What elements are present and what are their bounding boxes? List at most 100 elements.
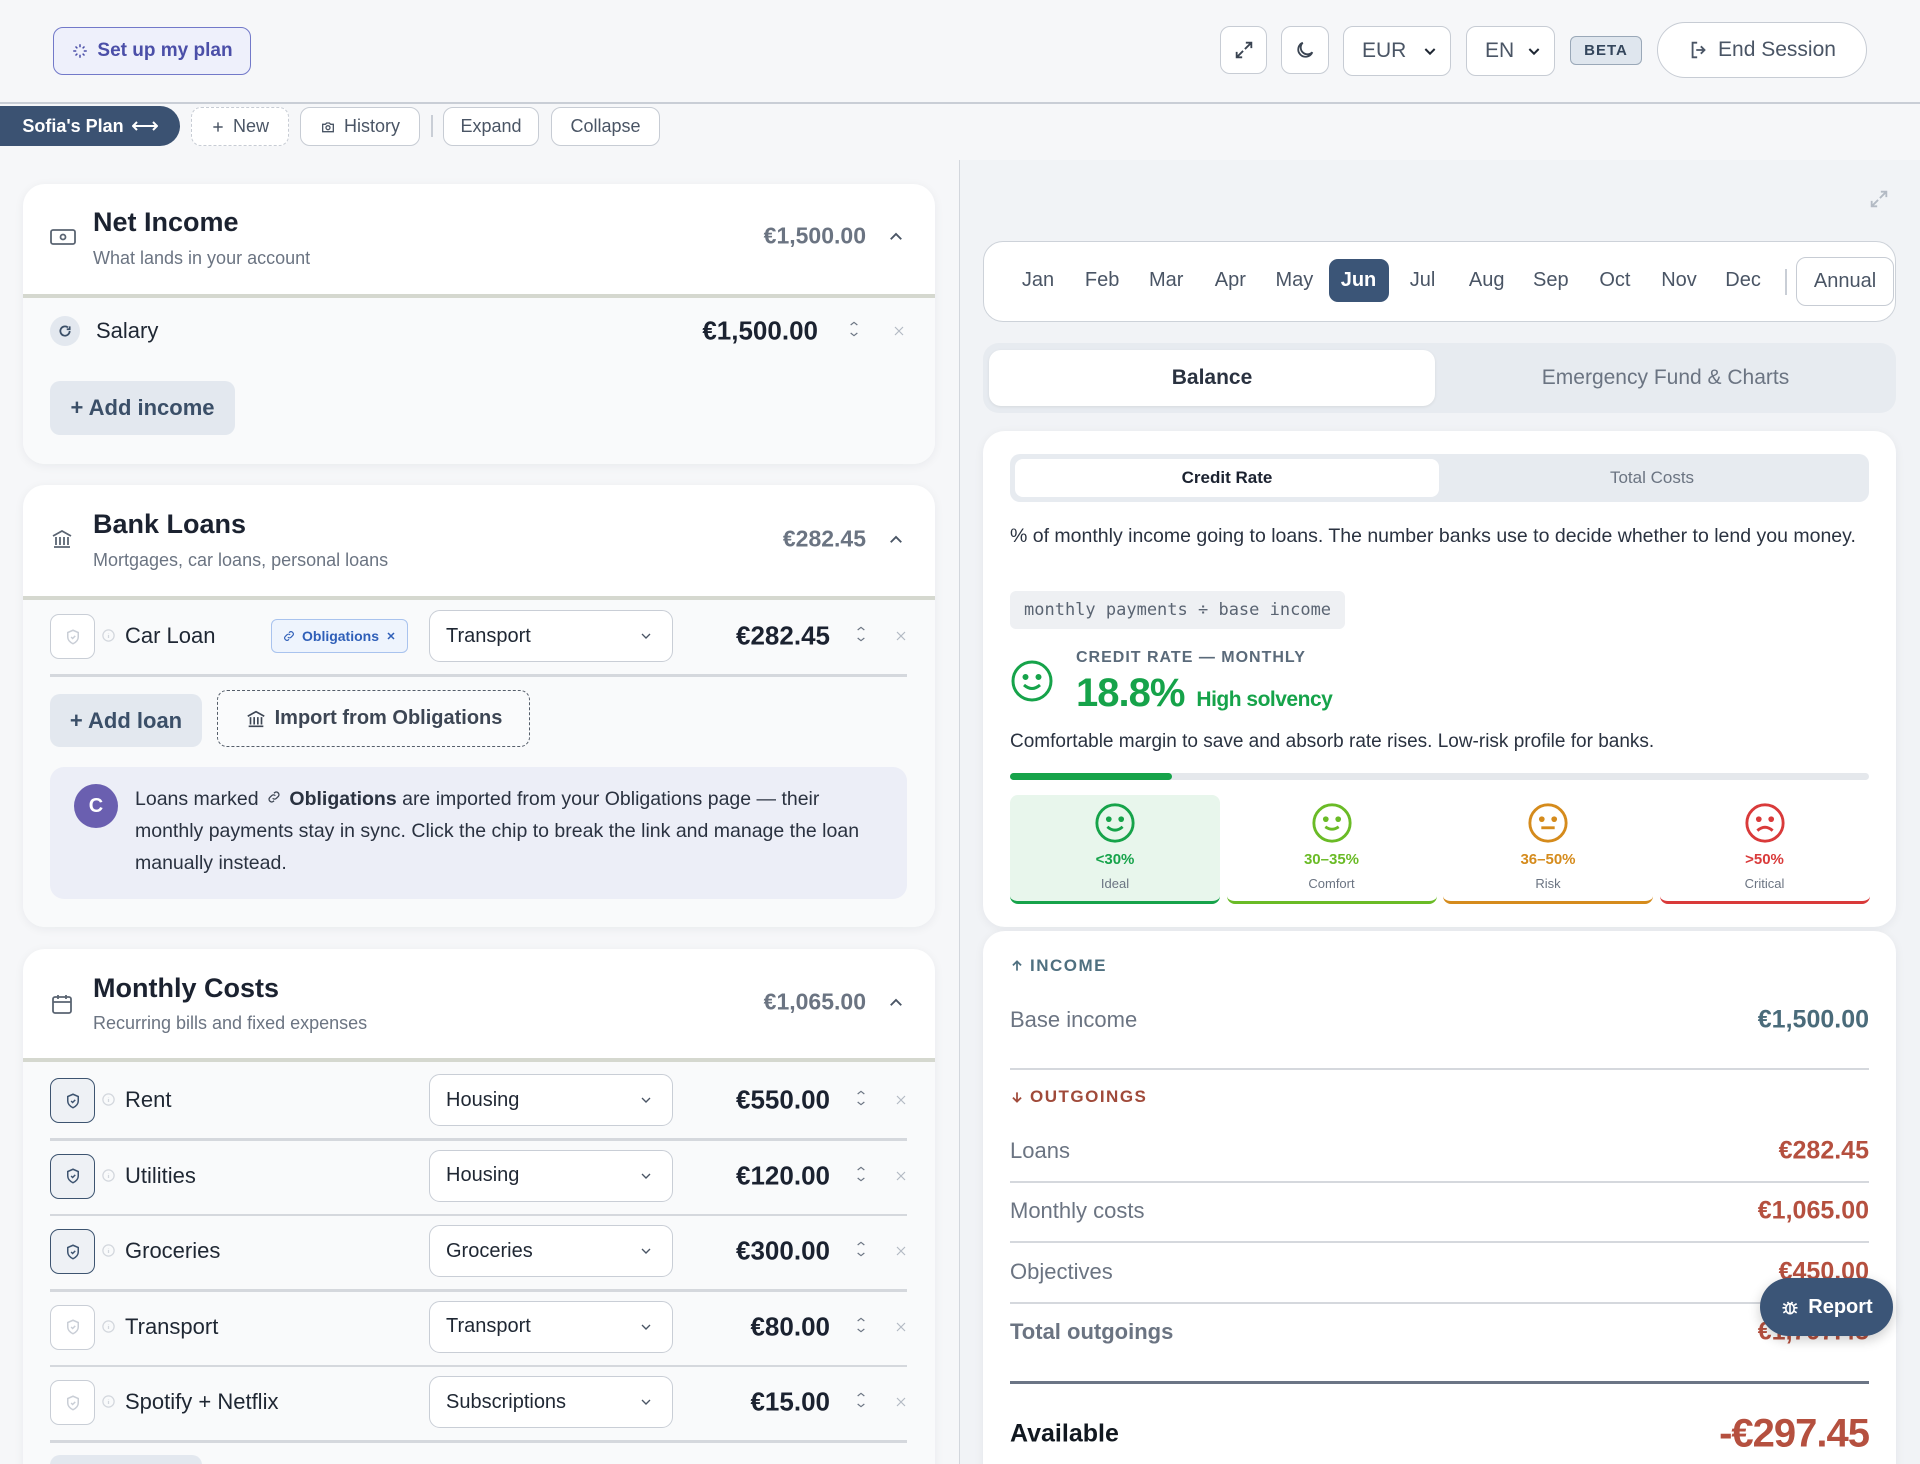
- month[interactable]: Dec: [1725, 269, 1761, 291]
- amount-stepper[interactable]: [853, 1159, 869, 1194]
- collapse-chevron[interactable]: [887, 228, 905, 246]
- end-session-button[interactable]: End Session: [1657, 22, 1867, 78]
- stepper-icon: [857, 1317, 865, 1332]
- subtab[interactable]: Credit Rate: [1015, 459, 1439, 497]
- month[interactable]: Apr: [1214, 269, 1246, 291]
- risk-band: 30–35% Comfort: [1226, 795, 1437, 904]
- remove-button[interactable]: [893, 1092, 909, 1108]
- subtab[interactable]: Total Costs: [1609, 468, 1695, 487]
- month[interactable]: Nov: [1661, 269, 1697, 291]
- add-cost-button[interactable]: [50, 1455, 202, 1464]
- setup-button[interactable]: Set up my plan: [53, 27, 251, 75]
- item-amount: €120.00: [736, 1160, 830, 1190]
- lock-toggle[interactable]: [50, 1304, 95, 1350]
- note-bold: Obligations: [289, 788, 397, 810]
- income-card: Net Income What lands in your account €1…: [23, 184, 935, 464]
- report-button[interactable]: Report: [1760, 1278, 1893, 1336]
- remove-button[interactable]: [893, 1168, 909, 1184]
- remove-button[interactable]: [893, 628, 909, 644]
- lock-toggle[interactable]: [50, 1153, 95, 1199]
- add-loan-button[interactable]: + Add loan: [50, 694, 202, 747]
- amount-stepper[interactable]: [853, 1385, 869, 1420]
- collapse-chevron[interactable]: [887, 994, 905, 1012]
- cash-icon: [50, 229, 76, 245]
- fullscreen-button[interactable]: [1220, 26, 1267, 74]
- category-select[interactable]: Subscriptions: [429, 1376, 673, 1428]
- new-plan-button[interactable]: New: [191, 107, 289, 146]
- lock-toggle[interactable]: [50, 1078, 95, 1123]
- month[interactable]: Oct: [1599, 269, 1631, 291]
- remove-button[interactable]: [893, 1243, 909, 1259]
- remove-button[interactable]: [893, 1319, 909, 1335]
- info-dot: [101, 628, 116, 644]
- item-amount: €1,500.00: [702, 315, 818, 346]
- add-income-button[interactable]: + Add income: [50, 381, 235, 435]
- collapse-button[interactable]: Collapse: [551, 107, 660, 146]
- month-active[interactable]: Jun: [1328, 259, 1389, 302]
- month[interactable]: Jan: [1021, 269, 1055, 291]
- category-value: Subscriptions: [446, 1390, 567, 1413]
- plan-pill[interactable]: Sofia's Plan: [0, 106, 180, 146]
- category-select[interactable]: Housing: [429, 1149, 673, 1202]
- theme-button[interactable]: [1281, 26, 1329, 74]
- chevron-icon: [641, 1324, 651, 1330]
- import-button[interactable]: Import from Obligations: [217, 690, 530, 747]
- risk-band: <30% Ideal: [1010, 795, 1220, 904]
- rate-track: [1010, 773, 1869, 780]
- remove-button[interactable]: [893, 1394, 909, 1410]
- category-select[interactable]: Transport: [429, 610, 673, 662]
- panel-expand-icon[interactable]: [1868, 188, 1890, 210]
- amount-stepper[interactable]: [853, 619, 869, 654]
- shield-icon: [66, 1394, 79, 1411]
- note-before: Loans marked: [135, 788, 259, 810]
- month[interactable]: May: [1275, 269, 1314, 291]
- remove-button[interactable]: [891, 323, 907, 339]
- category-select[interactable]: Transport: [429, 1300, 673, 1353]
- annual-button[interactable]: Annual: [1796, 257, 1894, 306]
- band-range: 30–35%: [1303, 851, 1360, 868]
- chip-label: Obligations: [302, 628, 379, 644]
- month[interactable]: Jul: [1409, 269, 1436, 291]
- row-divider: [50, 1364, 907, 1367]
- item-name: Transport: [125, 1313, 219, 1339]
- category-select[interactable]: Groceries: [429, 1225, 673, 1277]
- shield-icon: [66, 1319, 79, 1335]
- amount-stepper[interactable]: [853, 1310, 869, 1345]
- lock-toggle[interactable]: [50, 1380, 95, 1425]
- currency-select[interactable]: EUR: [1343, 26, 1451, 76]
- info-icon: [102, 1319, 115, 1333]
- amount-stepper[interactable]: [853, 1234, 869, 1269]
- status-face: [1011, 660, 1053, 702]
- band-range: >50%: [1745, 851, 1784, 868]
- income-subtitle: What lands in your account: [93, 248, 311, 268]
- outgoings-heading-label: OUTGOINGS: [1030, 1087, 1148, 1106]
- lock-toggle[interactable]: [50, 1229, 95, 1274]
- amount-stepper[interactable]: [846, 314, 862, 349]
- category-value: Groceries: [446, 1239, 533, 1262]
- rate-comment: Comfortable margin to save and absorb ra…: [1010, 731, 1655, 752]
- collapse-chevron[interactable]: [887, 531, 905, 549]
- info-icon: [102, 1093, 115, 1106]
- obligations-chip[interactable]: Obligations: [271, 619, 408, 653]
- view-tab[interactable]: Emergency Fund & Charts: [1541, 366, 1790, 389]
- risk-band: 36–50% Risk: [1443, 795, 1653, 904]
- month[interactable]: Feb: [1084, 269, 1120, 291]
- month[interactable]: Sep: [1533, 269, 1569, 291]
- month[interactable]: Mar: [1148, 269, 1184, 291]
- row-divider: [50, 1138, 907, 1141]
- view-tab[interactable]: Balance: [989, 350, 1435, 406]
- income-title: Net Income: [93, 207, 239, 237]
- note-after: are imported from your Obligations page …: [135, 788, 860, 874]
- expand-button[interactable]: Expand: [443, 107, 539, 146]
- lock-toggle[interactable]: [50, 614, 95, 659]
- chevron-icon: [1424, 48, 1436, 56]
- formula: monthly payments ÷ base income: [1010, 591, 1346, 629]
- note-avatar: C: [74, 784, 118, 828]
- month[interactable]: Aug: [1468, 269, 1505, 291]
- history-button[interactable]: History: [300, 107, 420, 146]
- amount-stepper[interactable]: [853, 1083, 869, 1118]
- category-select[interactable]: Housing: [429, 1074, 673, 1126]
- language-select[interactable]: EN: [1466, 26, 1555, 76]
- info-icon: [102, 1168, 115, 1182]
